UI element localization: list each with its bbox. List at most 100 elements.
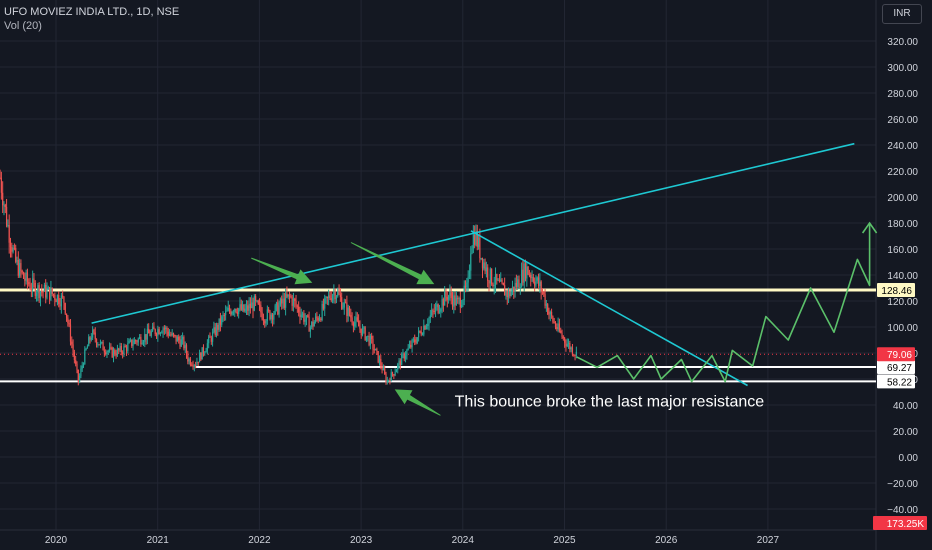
candle-body bbox=[390, 372, 392, 382]
candle-body bbox=[419, 330, 421, 332]
candle-body bbox=[115, 354, 117, 356]
candle-body bbox=[360, 328, 362, 336]
candle-body bbox=[558, 323, 561, 331]
candle-body bbox=[414, 339, 416, 343]
candle-body bbox=[522, 269, 524, 283]
candle-body bbox=[146, 328, 148, 340]
candle-body bbox=[477, 237, 480, 247]
candle-body bbox=[291, 297, 293, 306]
candle-body bbox=[566, 344, 568, 347]
candle-body bbox=[251, 302, 253, 309]
candle-body bbox=[84, 349, 86, 365]
candle-body bbox=[49, 287, 51, 300]
candle-body bbox=[333, 291, 335, 296]
candle-body bbox=[247, 305, 249, 311]
candle-body bbox=[154, 329, 156, 335]
x-tick-label: 2025 bbox=[553, 535, 576, 546]
candle-body bbox=[434, 306, 437, 312]
candle-body bbox=[517, 279, 519, 287]
candle-body bbox=[215, 324, 218, 335]
candle-body bbox=[202, 347, 205, 354]
candle-body bbox=[219, 318, 222, 325]
candle-body bbox=[497, 279, 499, 281]
candle-body bbox=[24, 278, 26, 281]
candle-body bbox=[445, 291, 447, 297]
candle-body bbox=[412, 339, 414, 341]
candle-body bbox=[313, 321, 315, 327]
candle-body bbox=[346, 302, 348, 316]
candle-body bbox=[347, 307, 349, 316]
candle-body bbox=[523, 263, 525, 283]
candle-body bbox=[191, 364, 193, 366]
y-tick-label: 220.00 bbox=[887, 167, 918, 178]
candle-body bbox=[73, 352, 75, 360]
candle-body bbox=[398, 360, 400, 365]
candle-body bbox=[47, 287, 49, 290]
candle-body bbox=[52, 294, 55, 296]
candle-body bbox=[501, 279, 503, 284]
candle-body bbox=[262, 319, 265, 321]
candle-body bbox=[471, 248, 473, 254]
candle-body bbox=[228, 307, 231, 312]
candle-body bbox=[329, 295, 331, 299]
candle-body bbox=[85, 348, 87, 350]
candle-body bbox=[305, 315, 308, 320]
candle-body bbox=[122, 352, 124, 355]
candle-body bbox=[248, 303, 250, 311]
candle-body bbox=[171, 333, 173, 336]
candle-body bbox=[447, 295, 450, 300]
candle-body bbox=[34, 282, 36, 296]
candle-body bbox=[562, 336, 564, 338]
candle-body bbox=[574, 355, 576, 357]
candle-body bbox=[564, 337, 566, 343]
level-badge bbox=[877, 283, 915, 298]
candle-body bbox=[537, 277, 540, 286]
candle-body bbox=[65, 313, 68, 318]
candle-body bbox=[182, 336, 184, 340]
candle-body bbox=[161, 332, 163, 334]
candle-body bbox=[325, 296, 327, 299]
x-tick-label: 2026 bbox=[655, 535, 678, 546]
candle-body bbox=[8, 224, 10, 243]
candle-body bbox=[51, 287, 53, 295]
candle-body bbox=[232, 311, 235, 313]
candle-body bbox=[510, 291, 512, 297]
candle-body bbox=[532, 276, 534, 282]
candles bbox=[0, 169, 577, 386]
candle-body bbox=[515, 282, 517, 287]
candle-body bbox=[26, 272, 29, 283]
candle-body bbox=[552, 316, 554, 322]
candle-body bbox=[158, 329, 160, 335]
currency-button[interactable]: INR bbox=[882, 4, 922, 24]
candle-body bbox=[274, 305, 276, 314]
candle-body bbox=[141, 343, 143, 345]
candle-body bbox=[198, 352, 201, 363]
candle-body bbox=[458, 297, 460, 299]
candle-body bbox=[72, 344, 74, 353]
candle-body bbox=[492, 284, 494, 287]
current-price-badge bbox=[877, 347, 915, 362]
candle-body bbox=[71, 341, 73, 345]
candle-body bbox=[484, 262, 486, 272]
level-label: 128.46 bbox=[881, 286, 912, 297]
candle-body bbox=[226, 310, 228, 312]
candle-body bbox=[307, 315, 309, 317]
candle-body bbox=[489, 268, 491, 284]
y-tick-label: 40.00 bbox=[893, 401, 918, 412]
candle-body bbox=[68, 323, 70, 325]
candle-body bbox=[188, 359, 190, 362]
candle-body bbox=[424, 325, 426, 330]
candle-body bbox=[356, 317, 358, 321]
candle-body bbox=[210, 337, 212, 342]
x-tick-label: 2023 bbox=[350, 535, 373, 546]
x-tick-label: 2021 bbox=[147, 535, 170, 546]
annotation-arrow bbox=[350, 242, 435, 285]
candle-body bbox=[507, 291, 510, 298]
candle-body bbox=[9, 242, 12, 248]
candle-body bbox=[431, 310, 433, 316]
candle-body bbox=[218, 318, 220, 330]
candle-body bbox=[544, 294, 546, 306]
candle-body bbox=[378, 358, 381, 363]
candle-body bbox=[565, 342, 567, 347]
